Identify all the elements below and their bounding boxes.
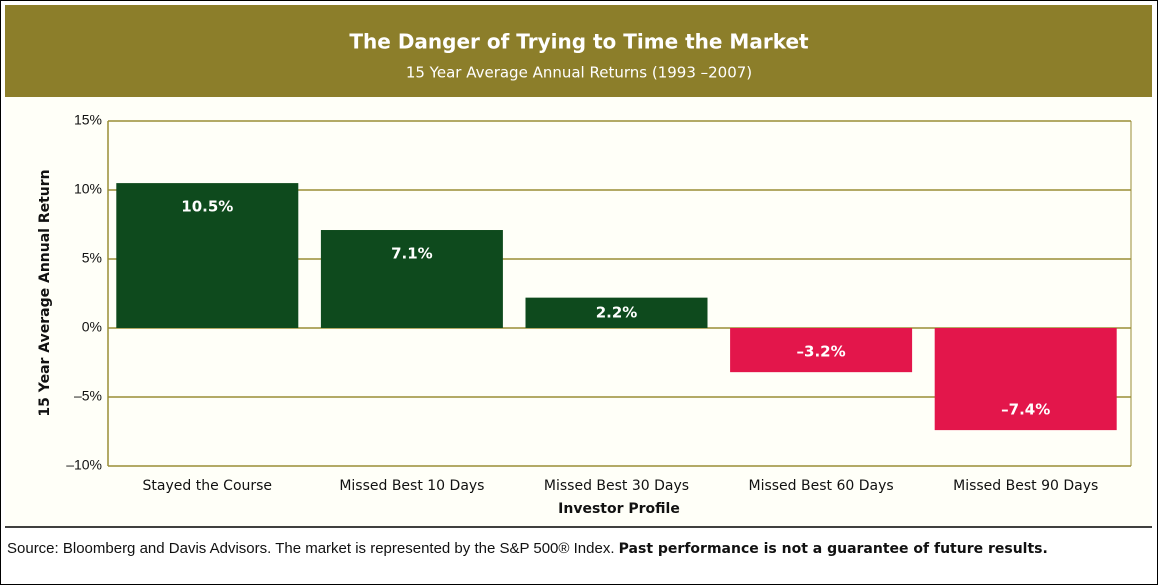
- y-tick-label: 15%: [74, 112, 102, 128]
- bar: [116, 183, 299, 328]
- bar: [730, 328, 913, 373]
- chart: The Danger of Trying to Time the Market …: [5, 5, 1152, 528]
- data-label: –7.4%: [1001, 401, 1050, 419]
- footnote-text: Source: Bloomberg and Davis Advisors. Th…: [7, 540, 615, 557]
- chart-title: The Danger of Trying to Time the Market: [349, 30, 809, 54]
- x-tick-label: Missed Best 10 Days: [339, 478, 484, 494]
- y-tick-label: –5%: [74, 388, 102, 404]
- x-axis-label: Investor Profile: [558, 501, 680, 517]
- x-tick-label: Stayed the Course: [143, 478, 273, 494]
- bar: [934, 328, 1117, 431]
- data-label: 7.1%: [391, 245, 433, 263]
- x-tick-label: Missed Best 30 Days: [544, 478, 689, 494]
- y-tick-label: –10%: [66, 457, 102, 473]
- title-banner: [5, 5, 1152, 97]
- data-label: 2.2%: [596, 303, 638, 321]
- footnote: Source: Bloomberg and Davis Advisors. Th…: [7, 538, 1147, 560]
- y-tick-label: 0%: [82, 319, 102, 335]
- footnote-bold: Past performance is not a guarantee of f…: [618, 541, 1048, 557]
- bar: [525, 297, 708, 328]
- y-tick-label: 10%: [74, 181, 102, 197]
- x-tick-label: Missed Best 90 Days: [953, 478, 1098, 494]
- chart-subtitle: 15 Year Average Annual Returns (1993 –20…: [406, 64, 752, 82]
- y-axis-label: 15 Year Average Annual Return: [37, 169, 53, 416]
- y-tick-label: 5%: [82, 250, 102, 266]
- bar: [320, 230, 503, 328]
- data-label: 10.5%: [181, 198, 233, 216]
- data-label: –3.2%: [797, 343, 846, 361]
- x-tick-label: Missed Best 60 Days: [749, 478, 894, 494]
